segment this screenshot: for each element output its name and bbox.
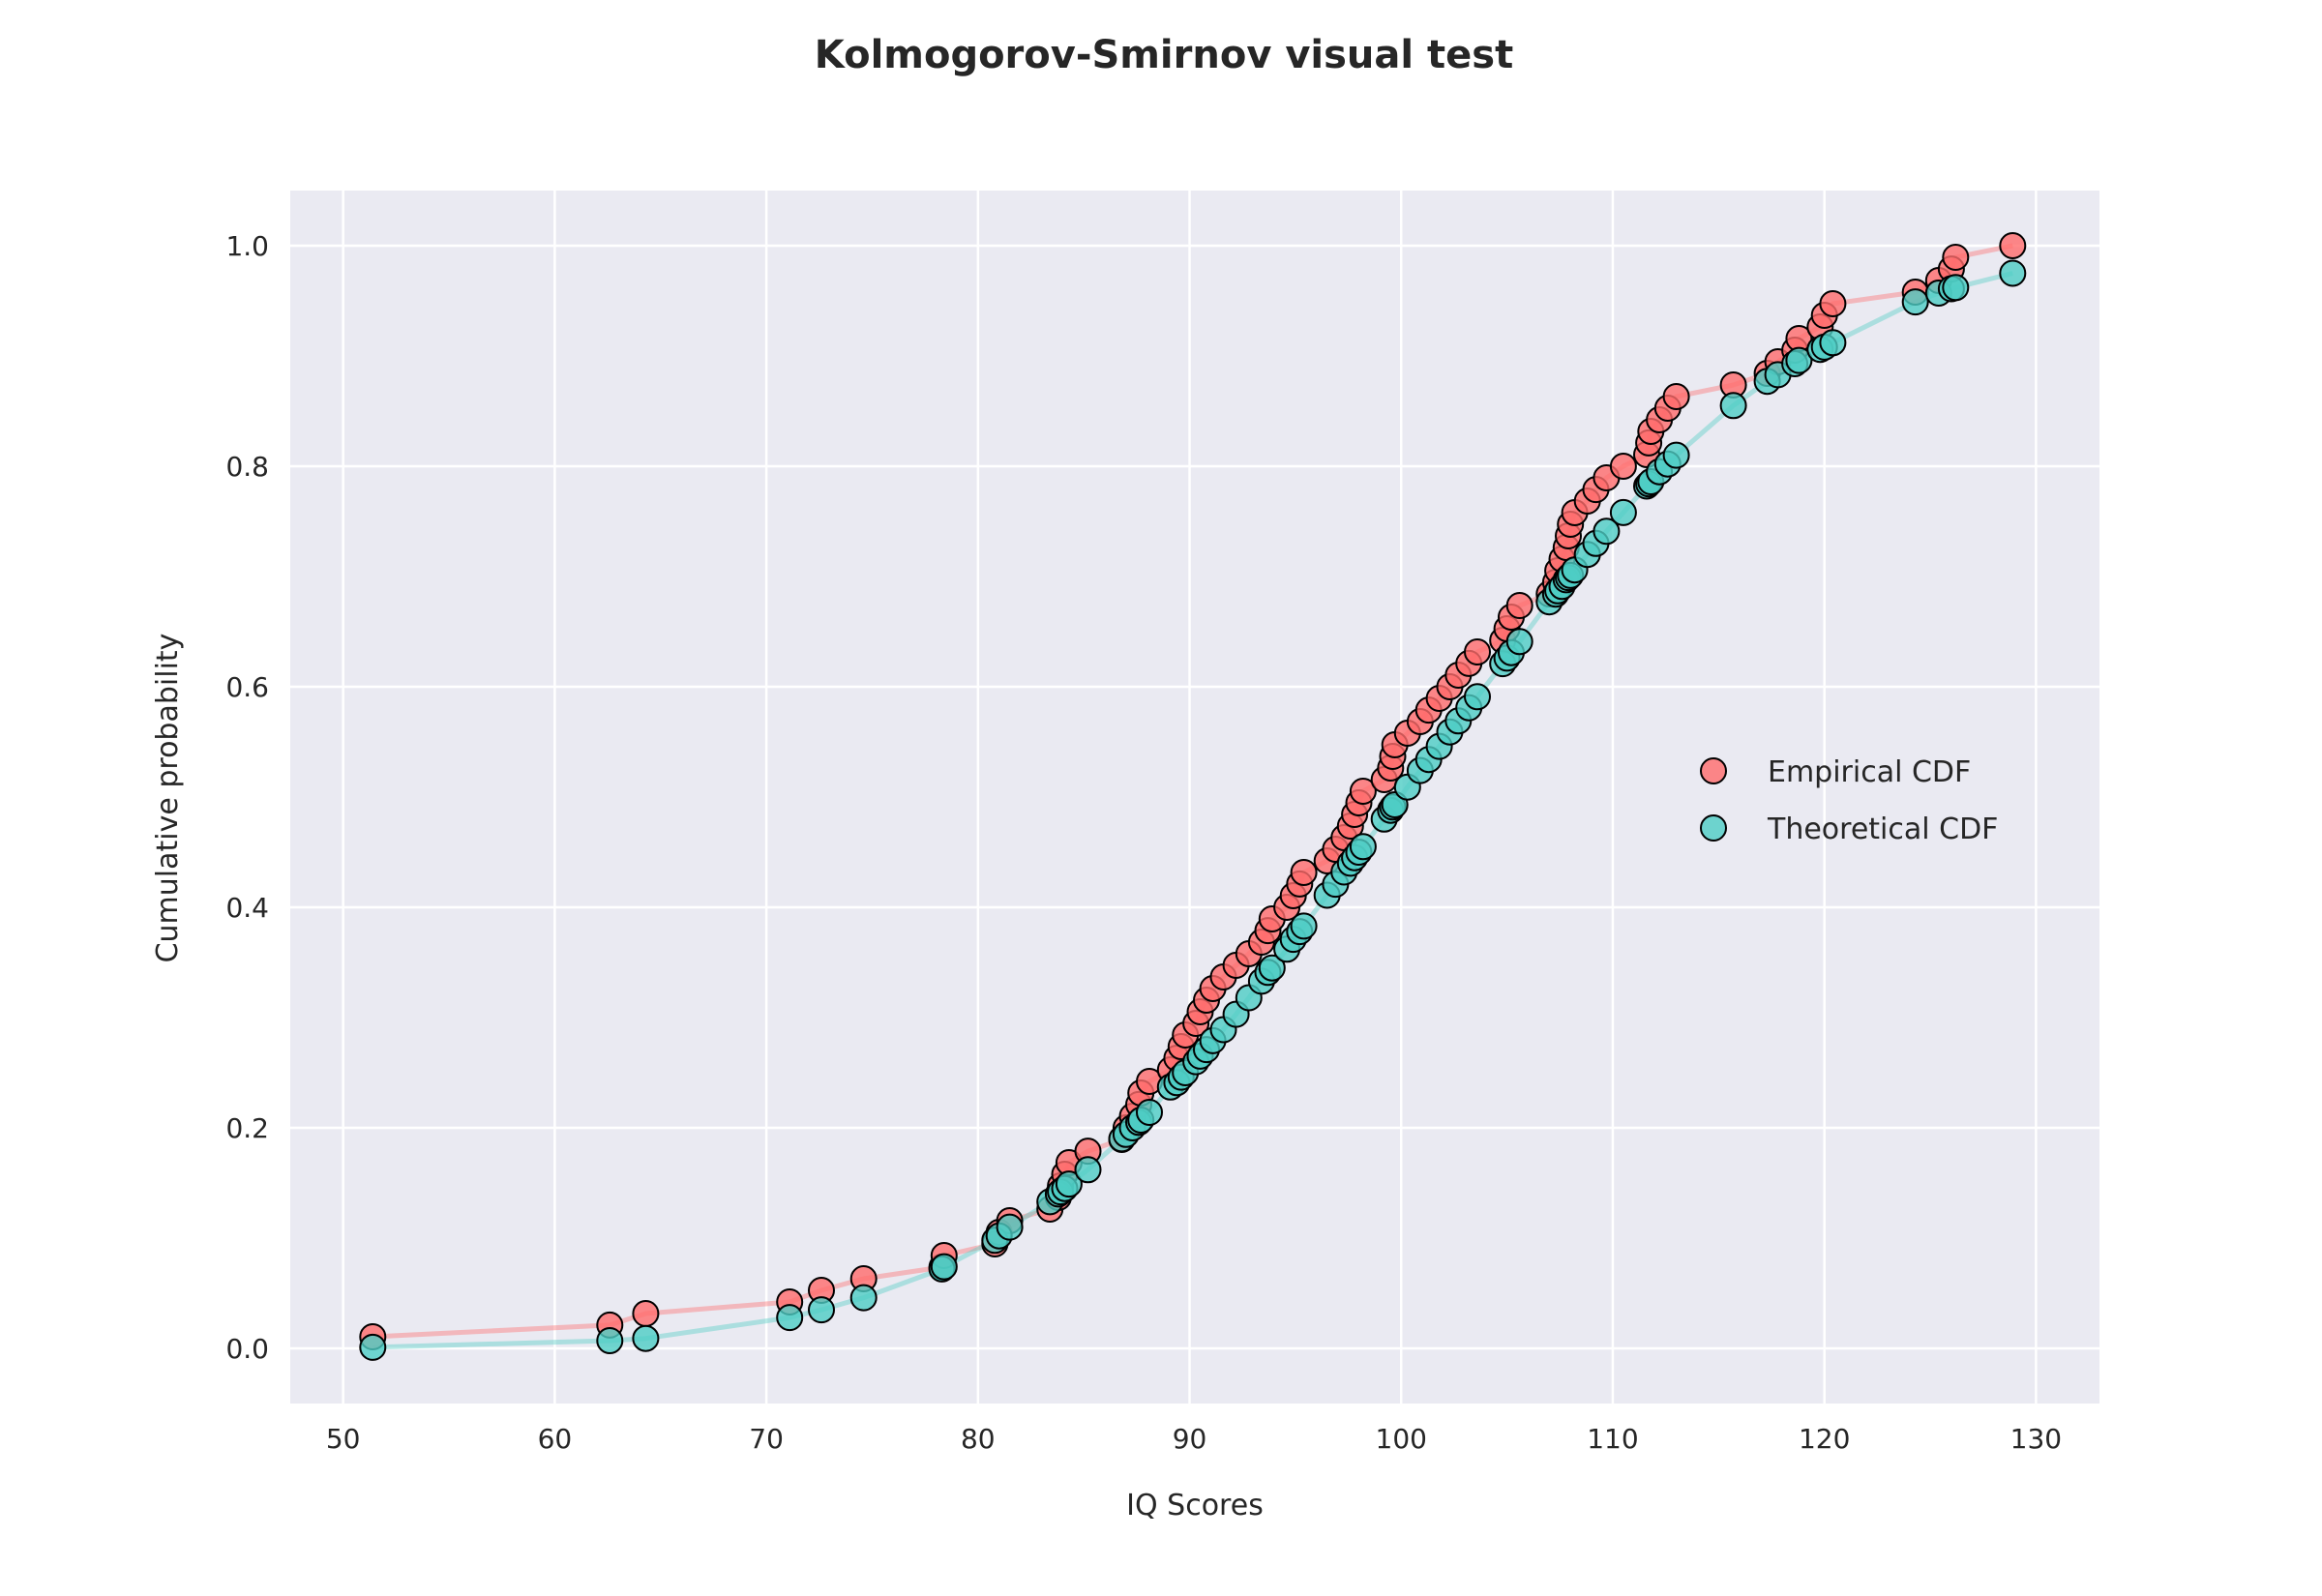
y-tick-labels: 0.0 0.2 0.4 0.6 0.8 1.0: [225, 230, 269, 1365]
theoretical-point: [930, 1253, 958, 1281]
y-tick-label: 0.0: [225, 1333, 269, 1365]
x-tick-label: 110: [1587, 1423, 1638, 1455]
y-tick-label: 0.6: [225, 671, 269, 703]
x-tick-label: 100: [1376, 1423, 1427, 1455]
theoretical-point: [1055, 1170, 1083, 1198]
empirical-point: [1290, 859, 1318, 886]
theoretical-point: [1719, 392, 1747, 420]
empirical-point: [1662, 383, 1690, 410]
empirical-point: [1819, 290, 1847, 317]
chart-title: Kolmogorov-Smirnov visual test: [815, 33, 1513, 77]
theoretical-point: [1999, 259, 2027, 287]
x-tick-label: 130: [2010, 1423, 2062, 1455]
theoretical-point: [596, 1327, 624, 1354]
theoretical-point: [1349, 833, 1377, 861]
empirical-point: [1464, 638, 1491, 665]
theoretical-point: [1464, 683, 1491, 711]
theoretical-point: [359, 1333, 387, 1361]
legend-label-theoretical: Theoretical CDF: [1767, 813, 1998, 846]
y-tick-label: 0.8: [225, 451, 269, 483]
x-axis-label: IQ Scores: [1126, 1489, 1264, 1522]
theoretical-point: [1258, 954, 1286, 982]
legend: Empirical CDF Theoretical CDF: [1700, 755, 1998, 846]
legend-marker-theoretical: [1700, 814, 1727, 842]
legend-label-empirical: Empirical CDF: [1768, 755, 1971, 789]
theoretical-point: [1505, 628, 1533, 656]
x-tick-label: 70: [749, 1423, 784, 1455]
theoretical-point: [1819, 329, 1847, 357]
theoretical-point: [1609, 498, 1637, 526]
y-axis-label: Cumulative probability: [151, 634, 185, 963]
y-tick-label: 0.4: [225, 892, 269, 924]
empirical-point: [632, 1300, 660, 1327]
x-tick-label: 50: [326, 1423, 361, 1455]
theoretical-point: [1901, 288, 1929, 316]
legend-marker-empirical: [1700, 757, 1727, 784]
x-tick-labels: 50 60 70 80 90 100 110 120 130: [326, 1423, 2062, 1455]
empirical-point: [1505, 592, 1533, 619]
theoretical-point: [1942, 274, 1970, 302]
theoretical-point: [849, 1284, 878, 1312]
empirical-point: [1999, 232, 2027, 259]
empirical-point: [1609, 453, 1637, 480]
theoretical-point: [808, 1296, 835, 1324]
theoretical-point: [1074, 1156, 1102, 1184]
cdf-points: [359, 232, 2027, 1361]
theoretical-point: [1593, 517, 1621, 546]
empirical-point: [1349, 778, 1377, 805]
plot-area: [290, 191, 2099, 1404]
theoretical-point: [1290, 912, 1318, 940]
x-tick-label: 60: [538, 1423, 573, 1455]
x-tick-label: 90: [1173, 1423, 1207, 1455]
theoretical-point: [996, 1213, 1024, 1241]
theoretical-point: [776, 1304, 804, 1332]
theoretical-point: [1136, 1099, 1163, 1126]
empirical-point: [1942, 244, 1970, 271]
x-tick-label: 120: [1799, 1423, 1850, 1455]
x-tick-label: 80: [961, 1423, 996, 1455]
theoretical-point: [1662, 441, 1690, 469]
y-tick-label: 1.0: [225, 230, 269, 262]
theoretical-point: [632, 1324, 660, 1352]
y-tick-label: 0.2: [225, 1112, 269, 1144]
theoretical-point: [1785, 346, 1813, 374]
